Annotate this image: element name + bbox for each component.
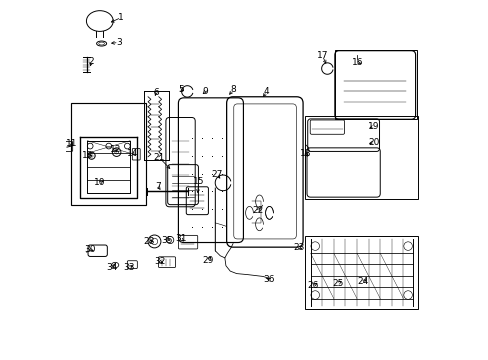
Text: 33: 33	[123, 263, 135, 272]
Text: 35: 35	[161, 235, 172, 244]
Text: 14: 14	[127, 149, 139, 158]
Text: 6: 6	[153, 88, 159, 97]
Bar	[304, 236, 417, 309]
Text: 18: 18	[300, 149, 311, 158]
Bar	[334, 50, 416, 118]
Text: 24: 24	[357, 277, 368, 286]
Text: 22: 22	[252, 206, 263, 215]
Text: 36: 36	[263, 275, 274, 284]
Text: 12: 12	[109, 145, 121, 154]
Text: 3: 3	[116, 38, 122, 47]
Text: 11: 11	[65, 139, 77, 148]
Text: 23: 23	[292, 243, 304, 252]
Text: 17: 17	[316, 51, 327, 60]
Text: 26: 26	[307, 281, 318, 290]
Text: 4: 4	[264, 87, 269, 96]
Text: 7: 7	[155, 182, 161, 191]
Text: 19: 19	[367, 122, 379, 131]
Text: 34: 34	[106, 263, 117, 272]
Text: 28: 28	[143, 237, 154, 246]
Text: 25: 25	[332, 279, 343, 288]
Text: 8: 8	[230, 85, 236, 94]
Text: 9: 9	[202, 87, 208, 96]
Text: 31: 31	[175, 234, 186, 243]
Text: 16: 16	[352, 58, 363, 67]
Text: 13: 13	[82, 151, 94, 160]
Text: 20: 20	[367, 138, 379, 147]
Text: 15: 15	[193, 177, 204, 186]
Text: 29: 29	[202, 256, 213, 265]
Text: 5: 5	[178, 85, 183, 94]
Bar	[71, 103, 145, 205]
Text: 27: 27	[210, 170, 222, 179]
Text: 21: 21	[154, 153, 165, 162]
Text: 32: 32	[154, 257, 165, 266]
Bar	[304, 116, 417, 199]
Text: 1: 1	[118, 13, 124, 22]
Text: 30: 30	[84, 245, 96, 254]
Text: 10: 10	[94, 178, 105, 187]
Text: 2: 2	[89, 57, 94, 66]
